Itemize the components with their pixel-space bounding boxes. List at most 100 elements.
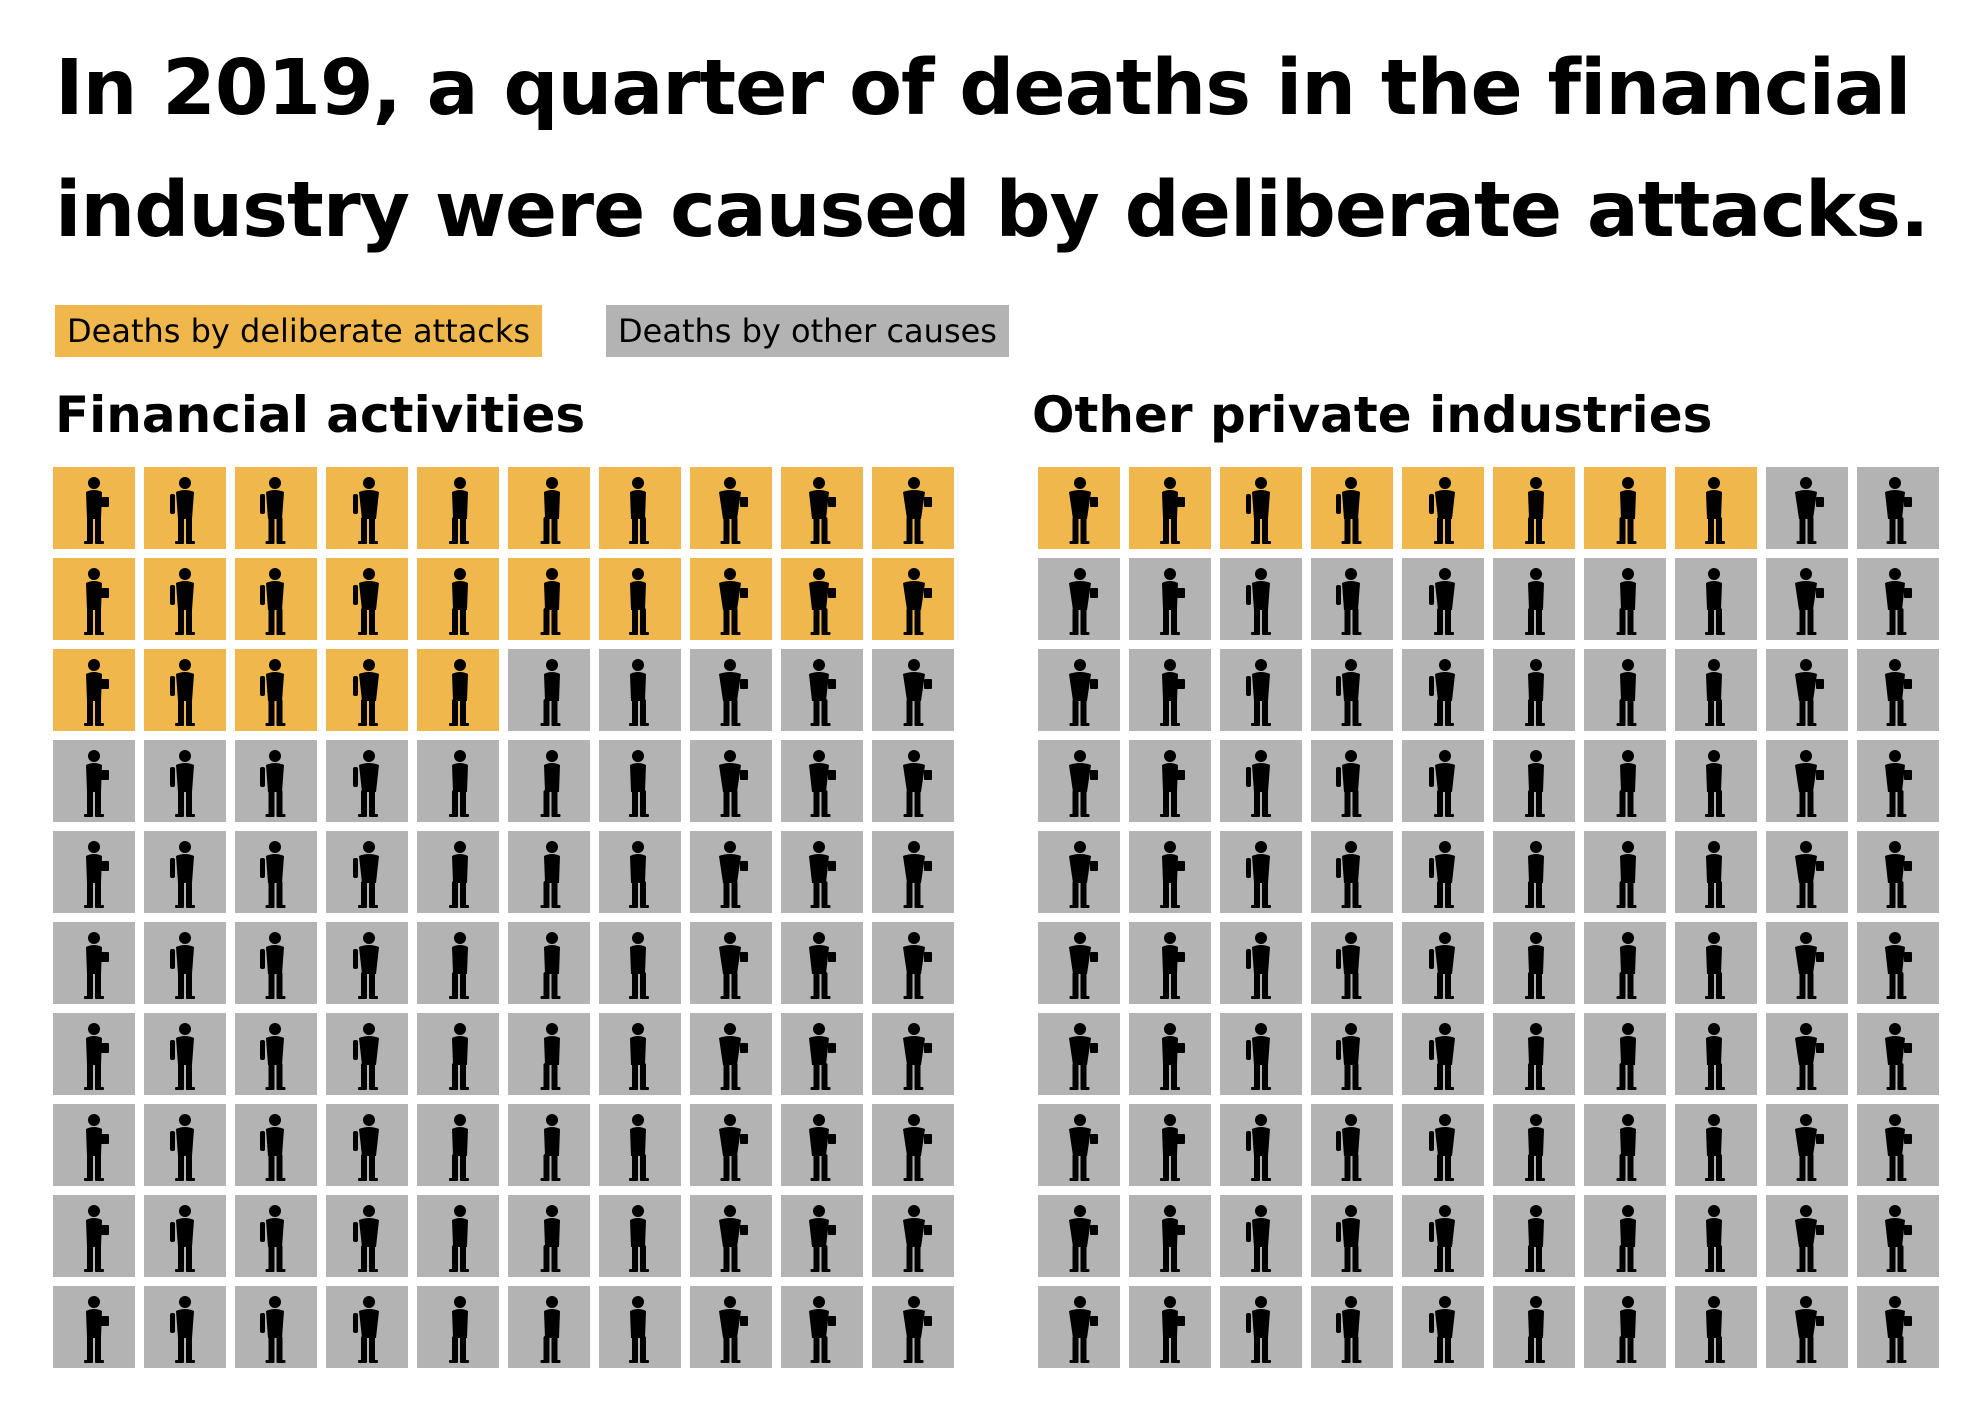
person-silhouette-icon: [353, 568, 379, 635]
person-silhouette-icon: [1069, 932, 1098, 999]
waffle-cell-other-cause: [1220, 1104, 1302, 1186]
person-silhouette-icon: [1160, 568, 1185, 635]
person-silhouette-icon: [1795, 841, 1824, 908]
person-silhouette-icon: [1705, 1296, 1725, 1363]
waffle-cell-other-cause: [872, 649, 954, 731]
person-silhouette-icon: [1525, 750, 1545, 817]
person-silhouette-icon: [1616, 1023, 1637, 1090]
waffle-cell-other-cause: [508, 922, 590, 1004]
person-silhouette-icon: [353, 659, 379, 726]
panel-title-financial-activities: Financial activities: [55, 386, 586, 444]
person-silhouette-icon: [1336, 932, 1362, 999]
waffle-cell-other-cause: [1857, 1195, 1939, 1277]
person-silhouette-icon: [903, 659, 932, 726]
waffle-cell-other-cause: [1038, 922, 1120, 1004]
waffle-cell-deliberate-attack: [1129, 467, 1211, 549]
person-silhouette-icon: [540, 659, 561, 726]
person-silhouette-icon: [809, 750, 836, 817]
waffle-cell-other-cause: [1584, 649, 1666, 731]
person-silhouette-icon: [1795, 1023, 1824, 1090]
person-silhouette-icon: [1429, 841, 1455, 908]
waffle-cell-other-cause: [235, 1104, 317, 1186]
person-silhouette-icon: [260, 477, 286, 544]
waffle-cell-other-cause: [1857, 740, 1939, 822]
person-silhouette-icon: [1336, 1296, 1362, 1363]
waffle-cell-other-cause: [1493, 558, 1575, 640]
waffle-svg-other: [1038, 467, 1939, 1368]
waffle-cell-other-cause: [1402, 649, 1484, 731]
waffle-cell-other-cause: [1493, 922, 1575, 1004]
person-silhouette-icon: [1885, 1205, 1912, 1272]
waffle-cell-other-cause: [1857, 1104, 1939, 1186]
person-silhouette-icon: [84, 1114, 109, 1181]
waffle-cell-other-cause: [872, 831, 954, 913]
waffle-cell-other-cause: [599, 922, 681, 1004]
waffle-cell-other-cause: [1129, 922, 1211, 1004]
waffle-cell-other-cause: [508, 1013, 590, 1095]
waffle-cell-deliberate-attack: [235, 467, 317, 549]
person-silhouette-icon: [1336, 1205, 1362, 1272]
person-silhouette-icon: [1525, 568, 1545, 635]
waffle-cell-other-cause: [1402, 740, 1484, 822]
waffle-cell-other-cause: [690, 922, 772, 1004]
waffle-cell-deliberate-attack: [1220, 467, 1302, 549]
person-silhouette-icon: [449, 841, 469, 908]
person-silhouette-icon: [903, 1023, 932, 1090]
person-silhouette-icon: [1616, 477, 1637, 544]
waffle-cell-other-cause: [781, 1013, 863, 1095]
waffle-cell-other-cause: [690, 1195, 772, 1277]
waffle-cell-other-cause: [1402, 558, 1484, 640]
waffle-cell-other-cause: [1311, 649, 1393, 731]
waffle-cell-deliberate-attack: [144, 558, 226, 640]
person-silhouette-icon: [1705, 1205, 1725, 1272]
waffle-cell-other-cause: [1766, 1013, 1848, 1095]
waffle-cell-other-cause: [1129, 1195, 1211, 1277]
waffle-cell-other-cause: [508, 1104, 590, 1186]
person-silhouette-icon: [540, 477, 561, 544]
waffle-cell-other-cause: [1129, 1286, 1211, 1368]
person-silhouette-icon: [719, 1023, 748, 1090]
waffle-cell-other-cause: [1766, 1195, 1848, 1277]
waffle-cell-other-cause: [1311, 831, 1393, 913]
waffle-cell-other-cause: [53, 1013, 135, 1095]
person-silhouette-icon: [353, 1296, 379, 1363]
waffle-cell-other-cause: [1766, 922, 1848, 1004]
waffle-cell-deliberate-attack: [1584, 467, 1666, 549]
waffle-cell-other-cause: [1857, 1286, 1939, 1368]
person-silhouette-icon: [1160, 659, 1185, 726]
person-silhouette-icon: [1616, 1114, 1637, 1181]
person-silhouette-icon: [260, 841, 286, 908]
person-silhouette-icon: [540, 841, 561, 908]
waffle-cell-other-cause: [1220, 649, 1302, 731]
person-silhouette-icon: [1885, 477, 1912, 544]
person-silhouette-icon: [84, 568, 109, 635]
waffle-cell-other-cause: [690, 649, 772, 731]
waffle-cell-other-cause: [781, 740, 863, 822]
person-silhouette-icon: [1705, 1114, 1725, 1181]
waffle-cell-other-cause: [599, 649, 681, 731]
waffle-cell-other-cause: [690, 1013, 772, 1095]
person-silhouette-icon: [1069, 477, 1098, 544]
person-silhouette-icon: [1705, 750, 1725, 817]
person-silhouette-icon: [1885, 659, 1912, 726]
person-silhouette-icon: [903, 841, 932, 908]
waffle-cell-other-cause: [508, 649, 590, 731]
waffle-cell-other-cause: [1402, 1013, 1484, 1095]
waffle-cell-other-cause: [1584, 740, 1666, 822]
waffle-cell-other-cause: [235, 740, 317, 822]
person-silhouette-icon: [719, 750, 748, 817]
person-silhouette-icon: [629, 1296, 649, 1363]
waffle-cell-other-cause: [508, 1286, 590, 1368]
waffle-cell-other-cause: [1038, 740, 1120, 822]
person-silhouette-icon: [84, 841, 109, 908]
waffle-cell-other-cause: [1493, 1013, 1575, 1095]
waffle-cell-other-cause: [1038, 1286, 1120, 1368]
person-silhouette-icon: [170, 1205, 195, 1272]
waffle-cell-other-cause: [1675, 1195, 1757, 1277]
waffle-cell-deliberate-attack: [417, 558, 499, 640]
person-silhouette-icon: [1336, 568, 1362, 635]
waffle-cell-other-cause: [1584, 1286, 1666, 1368]
person-silhouette-icon: [809, 659, 836, 726]
person-silhouette-icon: [1069, 1296, 1098, 1363]
person-silhouette-icon: [1525, 1205, 1545, 1272]
